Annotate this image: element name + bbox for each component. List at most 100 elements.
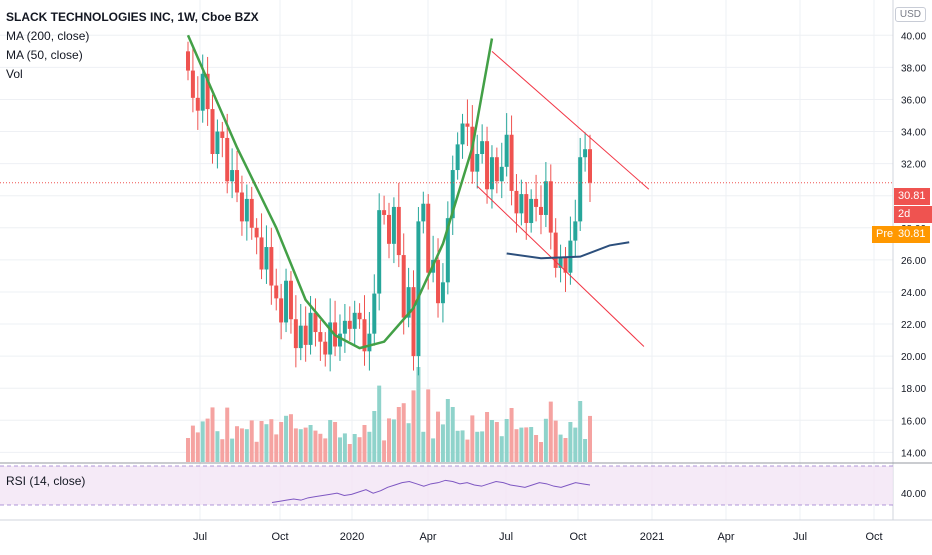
candle-body: [475, 154, 480, 172]
volume-bar: [426, 389, 431, 462]
candle-body: [583, 149, 588, 158]
candle-body: [357, 312, 362, 320]
x-tick-label: Oct: [865, 531, 882, 543]
currency-button[interactable]: USD: [894, 7, 926, 22]
volume-bar: [494, 422, 499, 462]
volume-bar: [470, 415, 475, 462]
volume-bar: [367, 431, 372, 462]
volume-bar: [588, 415, 592, 462]
volume-bar: [387, 418, 391, 462]
volume-bar: [431, 438, 436, 462]
y-tick-label: 16.00: [901, 416, 926, 427]
channel-upper-line: [491, 50, 650, 190]
last-price-badge: 30.81: [894, 188, 930, 205]
candle-body: [269, 247, 274, 286]
y-tick-label: 24.00: [901, 288, 926, 299]
volume-bar: [244, 429, 249, 462]
candle-body: [382, 210, 387, 215]
candle-body: [347, 320, 352, 329]
volume-bar: [284, 415, 289, 462]
legend-vol[interactable]: Vol: [6, 67, 23, 81]
volume-bar: [411, 390, 416, 462]
candle-body: [259, 237, 264, 270]
volume-bar: [401, 403, 406, 462]
candle-body: [230, 170, 235, 182]
volume-bar: [303, 427, 308, 462]
x-tick-label: Apr: [419, 531, 436, 543]
volume-bar: [396, 407, 401, 462]
volume-bar: [342, 433, 347, 462]
volume-bar: [239, 428, 244, 462]
volume-bar: [328, 420, 333, 462]
candle-body: [318, 332, 323, 342]
candle-body: [303, 325, 308, 345]
volume-bar: [583, 439, 588, 462]
candle-body: [465, 123, 470, 127]
volume-bar: [195, 432, 200, 462]
candle-body: [284, 280, 289, 323]
candle-body: [460, 123, 465, 145]
volume-bar: [190, 425, 195, 462]
y-tick-label: 32.00: [901, 160, 926, 171]
candle-body: [279, 298, 284, 323]
volume-bar: [543, 418, 548, 462]
volume-bar: [269, 419, 274, 462]
candle-body: [396, 206, 401, 256]
candle-body: [362, 319, 367, 352]
volume-bar: [225, 407, 230, 462]
candle-body: [313, 312, 318, 333]
volume-bar: [215, 431, 220, 462]
volume-bar: [264, 424, 269, 462]
x-tick-label: Oct: [569, 531, 586, 543]
candle-body: [524, 194, 529, 223]
candle-body: [352, 312, 357, 329]
candle-body: [553, 232, 558, 268]
volume-bar: [568, 422, 573, 462]
candle-body: [239, 192, 244, 222]
ma-line: [506, 241, 630, 260]
volume-bar: [259, 421, 264, 462]
x-tick-label: Oct: [271, 531, 288, 543]
volume-bar: [205, 418, 210, 462]
volume-bar: [573, 427, 578, 462]
candle-body: [225, 137, 230, 182]
candle-body: [519, 194, 524, 214]
legend-ma200[interactable]: MA (200, close): [6, 29, 90, 43]
volume-bar: [558, 434, 563, 462]
volume-bar: [480, 431, 485, 462]
rsi-legend[interactable]: RSI (14, close): [6, 474, 86, 488]
x-tick-label: Jul: [793, 531, 807, 543]
volume-bar: [440, 424, 445, 462]
volume-bar: [318, 433, 323, 462]
volume-bar: [333, 422, 338, 462]
volume-bar: [210, 407, 215, 462]
y-tick-label: 40.00: [901, 31, 926, 42]
volume-bar: [377, 385, 382, 462]
candle-body: [485, 141, 490, 190]
candle-body: [499, 166, 504, 182]
x-tick-label: Jul: [499, 531, 513, 543]
candle-body: [436, 259, 441, 304]
symbol-title[interactable]: SLACK TECHNOLOGIES INC, 1W, Cboe BZX: [6, 10, 259, 24]
candle-body: [323, 341, 328, 355]
candle-body: [573, 221, 578, 241]
legend-ma50[interactable]: MA (50, close): [6, 48, 83, 62]
candle-body: [342, 320, 347, 334]
volume-bar: [475, 431, 480, 462]
volume-bar: [578, 401, 583, 462]
volume-bar: [504, 419, 509, 462]
y-tick-label: 36.00: [901, 95, 926, 106]
candle-body: [440, 282, 445, 304]
candle-body: [509, 134, 514, 191]
volume-bar: [352, 434, 357, 462]
volume-bar: [406, 423, 411, 462]
volume-bar: [382, 440, 387, 462]
candle-body: [494, 157, 499, 182]
candle-body: [391, 206, 396, 244]
y-tick-label: 38.00: [901, 63, 926, 74]
candle-body: [264, 247, 269, 270]
volume-bar: [529, 427, 534, 462]
volume-bar: [450, 407, 455, 462]
